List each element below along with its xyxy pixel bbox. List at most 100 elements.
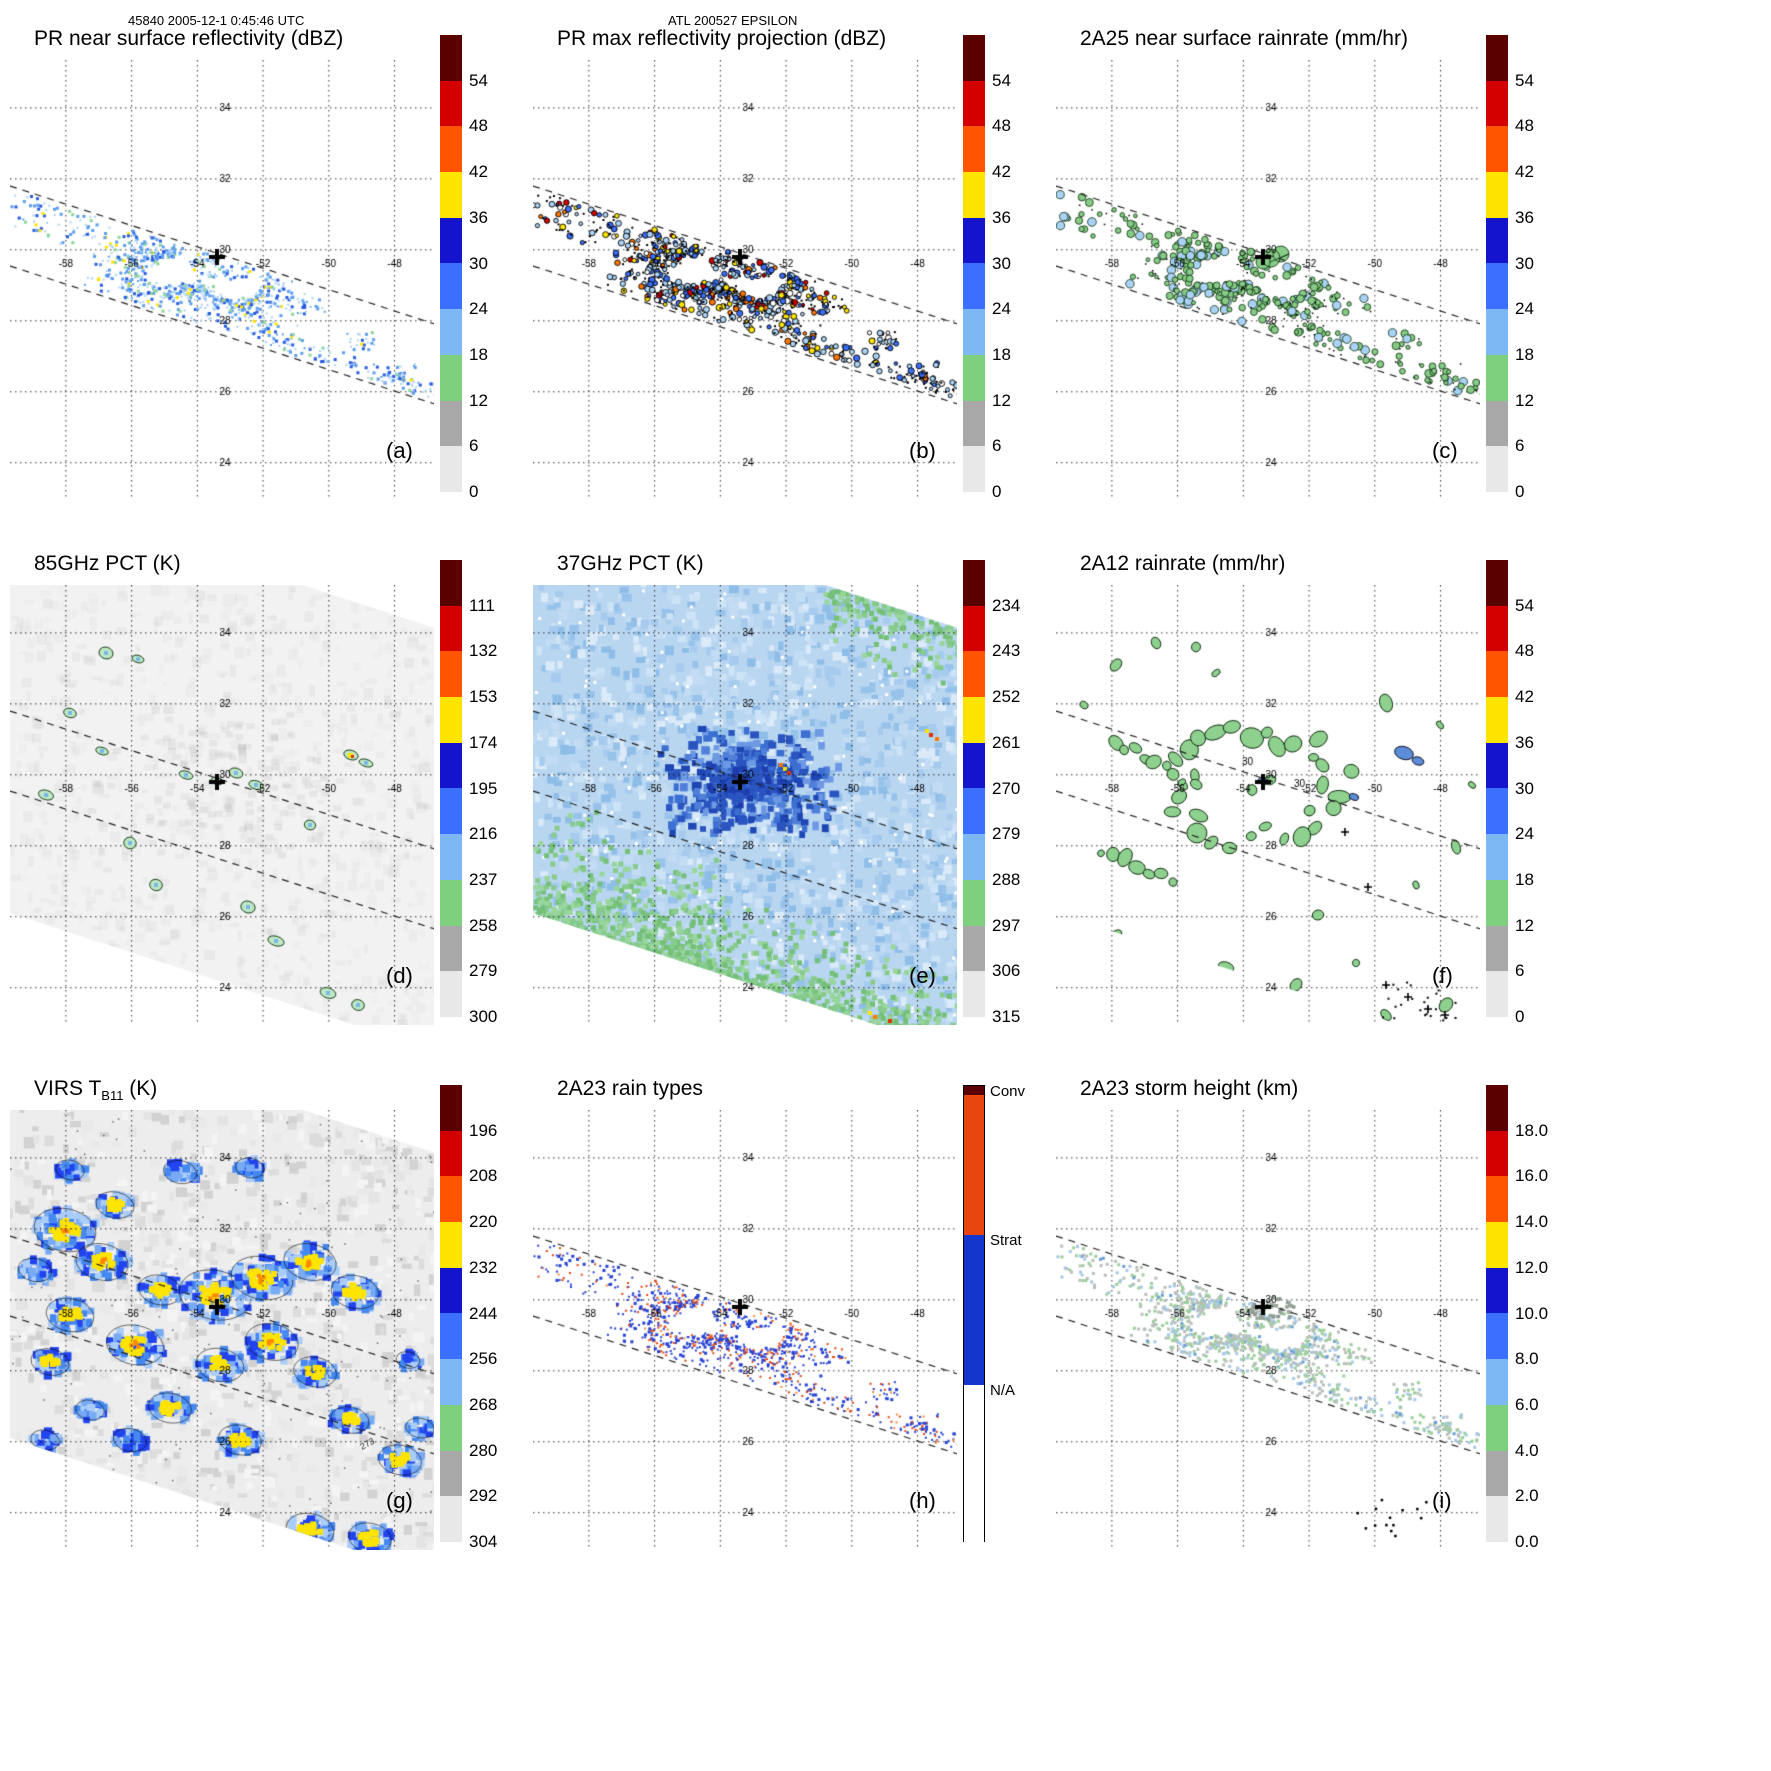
colorbar-tick: 36: [469, 207, 488, 227]
colorbar-tick: 18: [1515, 344, 1534, 364]
colorbar-tick: 208: [469, 1166, 498, 1186]
colorbar-segment: [1486, 446, 1508, 492]
colorbar-tick: 258: [469, 915, 498, 935]
colorbar-segment: [1486, 35, 1508, 81]
colorbar-segment: [440, 217, 462, 264]
colorbar-segment: [963, 35, 985, 81]
colorbar-tick: 24: [469, 299, 488, 319]
colorbar-segment: [440, 560, 462, 606]
colorbar-segment: [1486, 1359, 1508, 1405]
panel-title-g: VIRS TB11 (K): [34, 1077, 158, 1104]
colorbar-tick: 196: [469, 1120, 498, 1140]
colorbar-segment: [1486, 788, 1508, 835]
colorbar-segment: [963, 446, 985, 492]
colorbar-tick: 42: [469, 162, 488, 182]
colorbar-tick: 0.0: [1515, 1532, 1539, 1551]
colorbar-segment: [1486, 605, 1508, 652]
colorbar-tick: 304: [469, 1532, 498, 1551]
colorbar-tick: 30: [469, 253, 488, 273]
colorbar-tick: 0: [1515, 482, 1525, 501]
colorbar-tick: 244: [469, 1303, 498, 1323]
colorbar-segment: [440, 1267, 462, 1314]
colorbar-tick: 48: [992, 116, 1011, 136]
colorbar-segment: [1486, 172, 1508, 218]
header-orbit-info: 45840 2005-12-1 0:45:46 UTC: [128, 13, 305, 28]
colorbar-segment: [963, 651, 985, 698]
colorbar-segment: [963, 879, 985, 926]
colorbar-tick: 220: [469, 1212, 498, 1232]
colorbar-tick: 174: [469, 732, 498, 752]
colorbar-segment: [440, 1130, 462, 1177]
colorbar-segment: [440, 742, 462, 789]
map-panel-f: [1056, 585, 1480, 1025]
panel-letter-b: (b): [909, 438, 936, 463]
colorbar-tick: 36: [992, 207, 1011, 227]
colorbar-segment: [1486, 217, 1508, 264]
colorbar-tick: 237: [469, 869, 498, 889]
colorbar-segment: [963, 605, 985, 652]
colorbar-h: [963, 1085, 985, 1543]
colorbar-segment: [1486, 1267, 1508, 1314]
map-panel-i: [1056, 1110, 1480, 1550]
colorbar-segment: [440, 879, 462, 926]
colorbar-tick: 270: [992, 778, 1021, 798]
colorbar-segment: [963, 742, 985, 789]
colorbar-tick: 54: [1515, 70, 1534, 90]
colorbar-segment: [964, 1086, 984, 1096]
colorbar-tick: 12: [469, 390, 488, 410]
colorbar-tick: 234: [992, 595, 1021, 615]
panel-title-a: PR near surface reflectivity (dBZ): [34, 27, 344, 50]
colorbar-tick: 12: [1515, 915, 1534, 935]
colorbar-tick: 279: [992, 824, 1021, 844]
colorbar-segment: [440, 651, 462, 698]
colorbar-tick: 153: [469, 687, 498, 707]
colorbar-tick: 132: [469, 641, 498, 661]
colorbar-tick: 18: [469, 344, 488, 364]
panel-title-d: 85GHz PCT (K): [34, 552, 181, 575]
colorbar-segment: [1486, 1313, 1508, 1360]
colorbar-c: [1486, 35, 1508, 492]
colorbar-segment: [963, 400, 985, 447]
colorbar-tick: 12: [1515, 390, 1534, 410]
colorbar-segment: [440, 354, 462, 401]
colorbar-tick: 12: [992, 390, 1011, 410]
colorbar-tick: 292: [469, 1486, 498, 1506]
colorbar-tick: 195: [469, 778, 498, 798]
panel-title-c: 2A25 near surface rainrate (mm/hr): [1080, 27, 1408, 50]
panel-letter-g: (g): [386, 1488, 413, 1513]
colorbar-segment: [963, 788, 985, 835]
colorbar-tick: 18: [992, 344, 1011, 364]
panel-letter-i: (i): [1432, 1488, 1452, 1513]
colorbar-segment: [1486, 742, 1508, 789]
colorbar-segment: [1486, 971, 1508, 1017]
colorbar-tick: 252: [992, 687, 1021, 707]
colorbar-segment: [963, 217, 985, 264]
colorbar-tick: 42: [1515, 687, 1534, 707]
colorbar-tick: 54: [469, 70, 488, 90]
colorbar-tick: 300: [469, 1007, 498, 1026]
colorbar-segment: [440, 834, 462, 880]
colorbar-segment: [1486, 126, 1508, 173]
colorbar-segment: [1486, 651, 1508, 698]
colorbar-tick: 12.0: [1515, 1257, 1549, 1277]
colorbar-segment: [440, 446, 462, 492]
colorbar-tick: 0: [992, 482, 1002, 501]
colorbar-tick: 6: [1515, 436, 1525, 456]
colorbar-tick: 268: [469, 1394, 498, 1414]
panel-letter-f: (f): [1432, 963, 1453, 988]
colorbar-segment: [963, 834, 985, 880]
colorbar-segment: [440, 80, 462, 127]
colorbar-tick: 6: [992, 436, 1002, 456]
colorbar-g: [440, 1085, 462, 1542]
colorbar-segment: [1486, 1404, 1508, 1451]
colorbar-segment: [440, 1359, 462, 1405]
colorbar-tick: 216: [469, 824, 498, 844]
colorbar-tick: 306: [992, 961, 1021, 981]
colorbar-tick: 243: [992, 641, 1021, 661]
colorbar-e: [963, 560, 985, 1017]
colorbar-tick: 6: [1515, 961, 1525, 981]
colorbar-tick: 315: [992, 1007, 1021, 1026]
colorbar-tick: 0: [1515, 1007, 1525, 1026]
colorbar-segment: [440, 309, 462, 355]
